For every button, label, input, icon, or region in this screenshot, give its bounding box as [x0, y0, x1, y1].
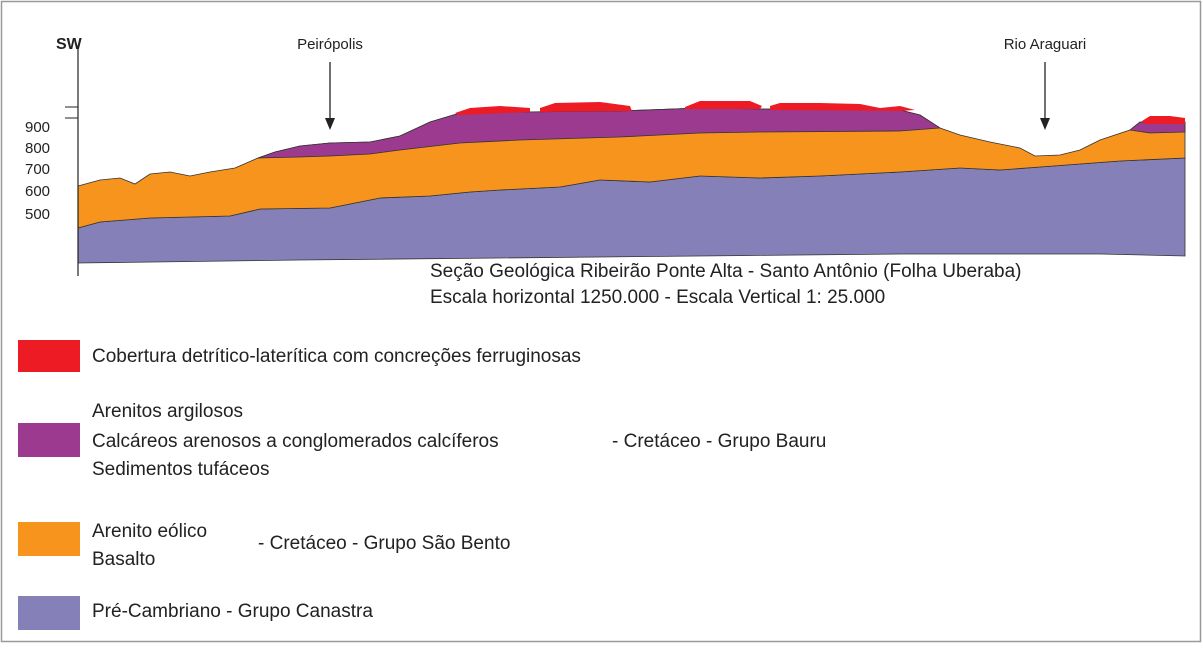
elevation-label: 700: [25, 161, 50, 178]
legend-text: Sedimentos tufáceos: [92, 459, 269, 480]
elevation-label: 600: [25, 183, 50, 200]
legend-group: - Cretáceo - Grupo Bauru: [612, 431, 826, 452]
legend-group: - Cretáceo - Grupo São Bento: [258, 533, 510, 554]
legend-text: Cobertura detrítico-laterítica com concr…: [92, 346, 581, 367]
frame: [2, 2, 1201, 642]
figure: 900 800 700 600 500 SW Peirópolis Rio Ar…: [0, 0, 1203, 644]
legend-text: Calcáreos arenosos a conglomerados calcí…: [92, 431, 499, 452]
elevation-label: 800: [25, 140, 50, 157]
caption: Seção Geológica Ribeirão Ponte Alta - Sa…: [430, 261, 1021, 282]
legend-text: Arenitos argilosos: [92, 401, 243, 422]
caption: Escala horizontal 1250.000 - Escala Vert…: [430, 287, 885, 308]
elevation-label: 900: [25, 119, 50, 136]
legend-text: Arenito eólico: [92, 521, 207, 542]
place-label: Peirópolis: [297, 36, 363, 53]
legend-text: Basalto: [92, 549, 155, 570]
place-label: Rio Araguari: [1004, 36, 1087, 53]
legend-text: Pré-Cambriano - Grupo Canastra: [92, 601, 373, 622]
direction-label: SW: [56, 36, 83, 53]
legend-swatch: [18, 522, 80, 556]
legend-swatch: [18, 596, 80, 630]
page: 900 800 700 600 500 SW Peirópolis Rio Ar…: [0, 0, 1203, 649]
legend-swatch: [18, 423, 80, 457]
legend-swatch: [18, 340, 80, 372]
elevation-label: 500: [25, 206, 50, 223]
